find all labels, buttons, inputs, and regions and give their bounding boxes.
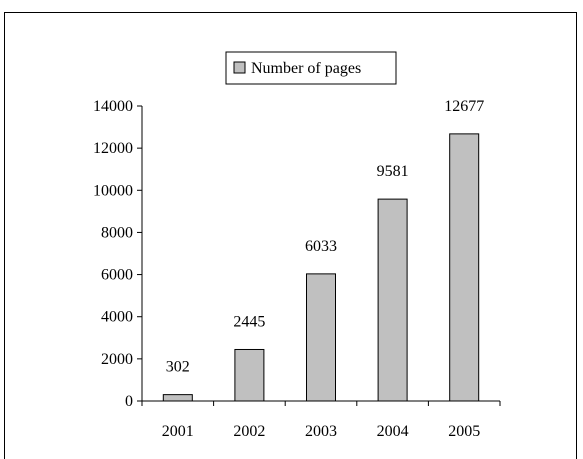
data-label: 302 (166, 359, 190, 376)
y-tick-label: 10000 (93, 182, 133, 199)
bars (162, 133, 480, 402)
data-label: 12677 (444, 98, 484, 115)
y-tick-label: 4000 (101, 309, 133, 326)
bar (449, 133, 480, 402)
legend-box (225, 51, 397, 85)
y-tick-label: 2000 (101, 351, 133, 368)
legend: Number of pages (225, 51, 397, 85)
y-tick-label: 0 (125, 393, 133, 410)
chart-frame (4, 12, 577, 459)
x-tick-label: 2003 (305, 423, 337, 440)
data-labels: 302 2445 6033 9581 12677 (166, 98, 484, 376)
bar (306, 273, 336, 402)
x-tick-label: 2001 (162, 423, 194, 440)
axes: 0 2000 4000 6000 8000 10000 12000 14000 2001 2002… (93, 98, 501, 440)
y-tick-label: 6000 (101, 267, 133, 284)
y-tick-label: 12000 (93, 140, 133, 157)
legend-swatch (233, 61, 246, 74)
bar (377, 198, 408, 402)
x-tick-label: 2002 (233, 423, 265, 440)
legend-label: Number of pages (251, 60, 361, 77)
bar (162, 394, 193, 402)
y-tick-label: 14000 (93, 98, 133, 115)
x-tick-label: 2005 (448, 423, 480, 440)
data-label: 9581 (377, 163, 409, 180)
bar (234, 348, 265, 402)
y-tick-label: 8000 (101, 224, 133, 241)
data-label: 6033 (305, 238, 337, 255)
x-tick-label: 2004 (377, 423, 409, 440)
data-label: 2445 (233, 313, 265, 330)
